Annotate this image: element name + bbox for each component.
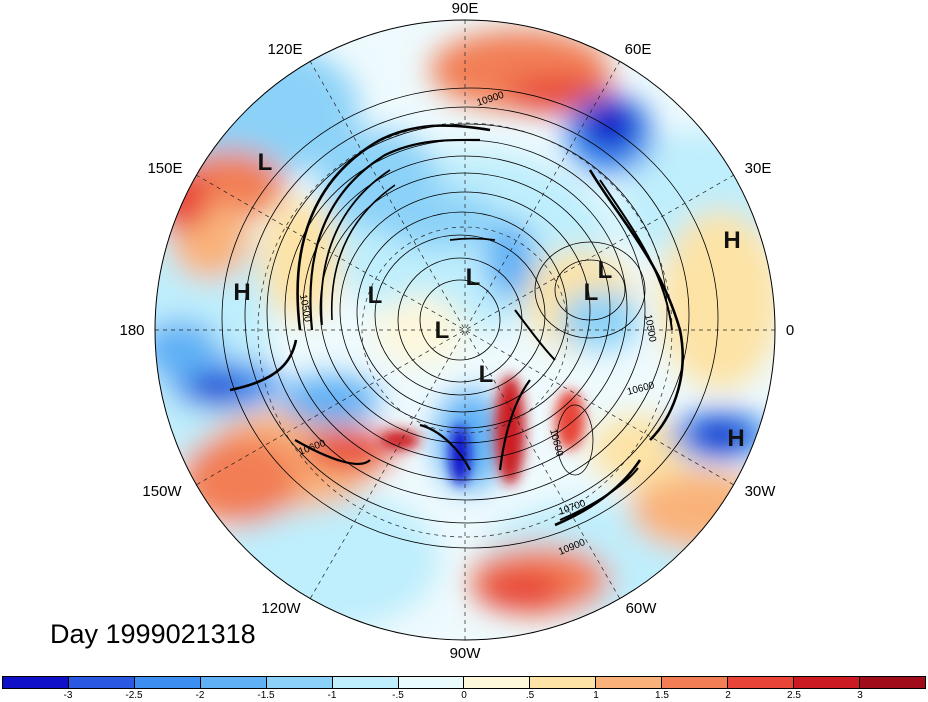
high-label: H — [233, 279, 250, 306]
colorbar-cell — [794, 677, 860, 688]
colorbar-cell — [200, 677, 267, 688]
colorbar-tick-label: -.5 — [392, 690, 404, 701]
colorbar-tick-label: 1 — [593, 690, 599, 701]
colorbar-tick-label: -2.5 — [125, 690, 143, 701]
colorbar-tick-label: -1 — [327, 690, 337, 701]
lon-label: 90W — [450, 645, 482, 662]
graticule — [155, 20, 775, 640]
colorbar-cell — [134, 677, 201, 688]
lon-label: 0 — [786, 322, 794, 339]
colorbar-tick-labels: -3 -2.5 -2 -1.5 -1 -.5 0 .5 1 1.5 2 2.5 3 — [2, 690, 926, 702]
high-label: H — [727, 425, 744, 452]
map-border — [154, 19, 776, 641]
colorbar-cell — [859, 677, 925, 688]
colorbar-tick-label: 1.5 — [655, 690, 669, 701]
contour-label: 10500 — [297, 294, 313, 324]
colorbar-tick-label: 3 — [857, 690, 863, 701]
lon-label: 60W — [626, 600, 658, 617]
high-label: H — [723, 227, 740, 254]
lon-label: 90E — [452, 0, 479, 17]
colorbar-tick-label: -1.5 — [257, 690, 275, 701]
lon-label: 120E — [267, 41, 302, 58]
colorbar-cell — [332, 677, 399, 688]
low-label: L — [584, 279, 599, 306]
lon-label: 30W — [745, 483, 777, 500]
colorbar-cell — [266, 677, 333, 688]
colorbar-cell — [464, 677, 531, 688]
colorbar-cell — [530, 677, 597, 688]
polar-stereographic-map: 90E 60E 30E 0 30W 60W 90W 120W 150W 180 … — [119, 0, 794, 662]
lon-label: 60E — [625, 41, 652, 58]
colorbar-tick-label: 0 — [461, 690, 467, 701]
low-label: L — [368, 282, 383, 309]
low-label: L — [435, 317, 450, 344]
longitude-labels: 90E 60E 30E 0 30W 60W 90W 120W 150W 180 … — [119, 0, 794, 662]
pressure-centers: H H H L L L L L L L — [233, 149, 744, 452]
colorbar-cell — [3, 677, 69, 688]
colorbar-tick-label: .5 — [525, 690, 535, 701]
lon-label: 180 — [119, 322, 144, 339]
shaded-anomaly-field — [155, 20, 775, 640]
low-label: L — [258, 149, 273, 176]
contour-label: 10500 — [642, 314, 658, 344]
lon-label: 120W — [261, 600, 301, 617]
lon-label: 30E — [745, 160, 772, 177]
lon-label: 150W — [142, 483, 182, 500]
low-label: L — [466, 264, 481, 291]
colorbar-tick-label: 2 — [725, 690, 731, 701]
lon-label: 150E — [147, 160, 182, 177]
colorbar-cell — [68, 677, 135, 688]
colorbar-cell — [728, 677, 795, 688]
low-label: L — [598, 257, 613, 284]
colorbar — [2, 676, 926, 689]
colorbar-cell — [398, 677, 465, 688]
colorbar-cell — [596, 677, 663, 688]
jet-contours — [229, 124, 684, 527]
colorbar-cell — [662, 677, 729, 688]
colorbar-tick-label: -3 — [63, 690, 73, 701]
low-label: L — [479, 361, 494, 388]
colorbar-tick-label: 2.5 — [787, 690, 801, 701]
plot-title: Day 1999021318 — [50, 619, 256, 649]
colorbar-tick-label: -2 — [195, 690, 205, 701]
